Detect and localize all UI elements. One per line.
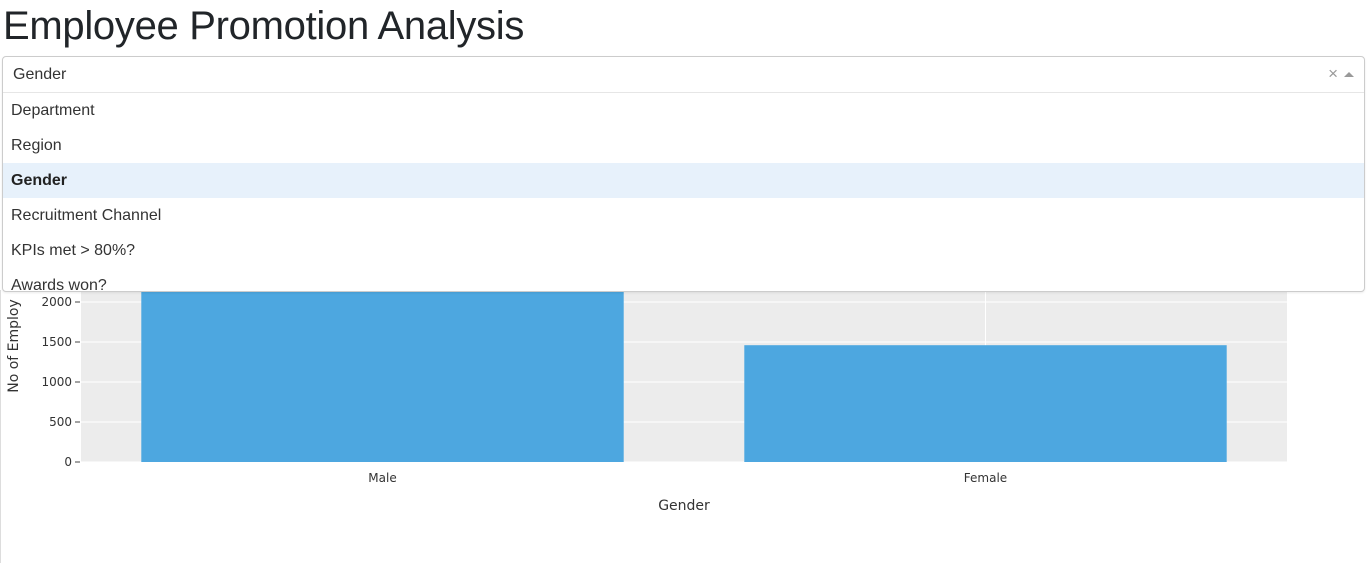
dropdown-option-awards-won[interactable]: Awards won?: [11, 277, 107, 291]
caret-up-icon[interactable]: [1344, 72, 1354, 77]
y-tick-label: 500: [49, 415, 72, 429]
dropdown-selected-value: Gender: [13, 66, 67, 83]
x-tick-label: Male: [368, 471, 396, 485]
x-axis: Male Female: [368, 471, 1007, 485]
y-tick-label: 0: [64, 455, 72, 469]
dropdown-option-region[interactable]: Region: [11, 137, 62, 154]
y-tick-label: 1000: [41, 375, 72, 389]
bar-female: [744, 345, 1227, 462]
dropdown-option-kpis-met[interactable]: KPIs met > 80%?: [11, 242, 136, 259]
y-tick-label: 1500: [41, 335, 72, 349]
x-axis-title: Gender: [658, 498, 710, 514]
dropdown-option-recruitment-channel[interactable]: Recruitment Channel: [11, 207, 162, 224]
y-tick-label: 2000: [41, 295, 72, 309]
dropdown-option-gender[interactable]: Gender: [3, 163, 1364, 198]
dropdown-menu: Department Region Gender Recruitment Cha…: [3, 93, 1364, 291]
dropdown-option-department[interactable]: Department: [11, 102, 95, 119]
y-axis: 0 500 1000 1500 2000: [41, 295, 80, 469]
dimension-dropdown[interactable]: Gender × Department Region Gender Recrui…: [2, 56, 1365, 292]
x-tick-label: Female: [964, 471, 1007, 485]
page-title: Employee Promotion Analysis: [3, 4, 525, 48]
clear-icon[interactable]: ×: [1328, 64, 1338, 83]
dropdown-control[interactable]: Gender ×: [3, 57, 1364, 93]
y-axis-title: No of Employ: [6, 299, 22, 393]
container-border: [0, 290, 1, 563]
